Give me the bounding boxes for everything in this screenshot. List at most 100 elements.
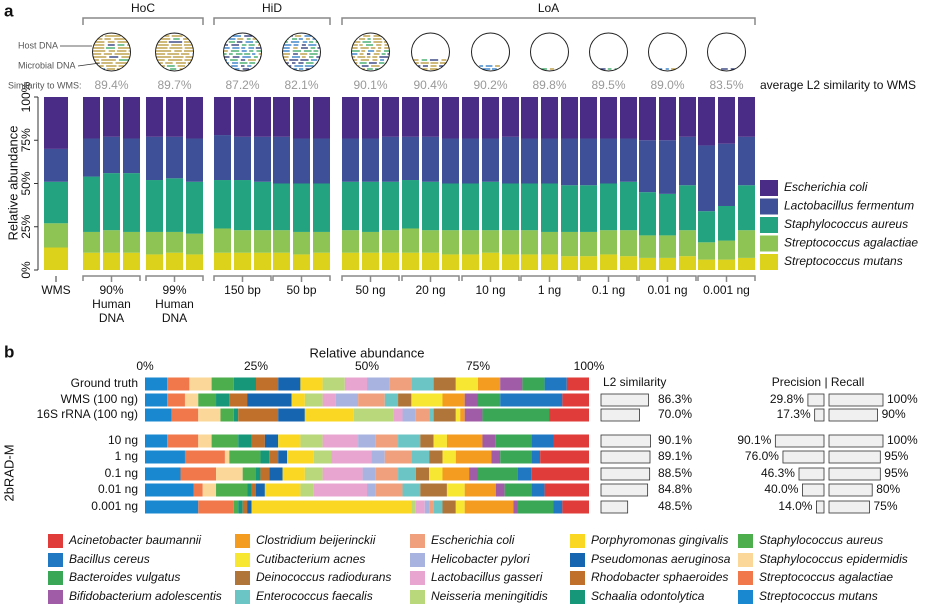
bar-segment [398,434,421,448]
bar-segment [260,467,270,481]
bar-segment [502,230,519,255]
similarity-value: 87.2% [225,78,259,92]
bar-segment [639,257,656,270]
y-axis-label: Relative abundance [5,126,20,241]
bar-segment [521,254,538,270]
bar-segment [166,97,183,137]
legend-label: Schaalia odontolytica [591,589,705,603]
bar-segment [482,181,499,231]
row-label: 0.01 ng [98,482,138,496]
bar-segment [446,483,465,497]
y-tick-label: 50% [19,171,33,195]
bar-segment [738,97,755,137]
bar-segment [123,252,140,270]
bar-segment [202,483,217,497]
similarity-value: 82.1% [284,78,318,92]
supergroup-bracket [213,17,331,25]
bar-segment [422,136,439,182]
y-tick-label: 100% [19,81,33,112]
bar-segment [278,377,301,391]
legend-swatch [738,590,753,604]
bar-segment [342,181,359,231]
bar-segment [411,377,434,391]
similarity-value: 90.4% [413,78,447,92]
group-bracket [272,275,331,282]
bar-segment [415,467,430,481]
bar-segment [300,483,314,497]
bar-segment [166,178,183,232]
bar [828,408,878,422]
legend-label: Streptococcus mutans [759,589,878,603]
group-label: 99% [162,283,186,297]
bar-segment [521,183,538,231]
group-label: 1 ng [538,283,561,297]
legend-swatch [235,534,250,548]
bar-segment [422,97,439,137]
bar [814,408,825,422]
bar-segment [273,97,290,137]
bar-segment [455,377,478,391]
bar-segment [562,500,589,514]
bar-segment [541,138,558,184]
bar-segment [242,500,248,514]
bar-segment [541,97,558,139]
circle-outline [707,32,746,72]
bar-segment [442,500,456,514]
bar-segment [304,393,323,407]
bar-segment [362,97,379,139]
bar-segment [517,500,554,514]
bar [782,450,825,464]
value-label: 14.0% [778,499,812,513]
bar-segment [455,500,465,514]
group-bracket [341,275,400,282]
bar-segment [214,180,231,229]
bar-segment [234,97,251,137]
bar-segment [718,97,735,144]
bar-segment [502,136,519,184]
bar-segment [531,483,545,497]
group-bracket [213,275,272,282]
bar-segment [216,483,248,497]
bar-segment [580,256,597,270]
bar-segment [521,230,538,255]
bar-segment [353,408,394,422]
bar-segment [83,176,100,232]
bar-segment [478,467,518,481]
legend-label: Pseudomonas aeruginosa [591,552,731,566]
bar-segment [544,483,589,497]
group-label: 50 ng [355,283,385,297]
group-label: Human [155,297,194,311]
circle-outline [648,32,687,72]
bar-segment [580,97,597,139]
bar-segment [234,180,251,231]
bar [802,483,825,497]
bar-segment [293,183,310,232]
bar-segment [313,450,332,464]
legend-label: Cutibacterium acnes [256,552,365,566]
bar-segment [362,138,379,182]
bar-segment [358,434,376,448]
value-label: 40.0% [764,482,798,496]
legend-label: Rhodobacter sphaeroides [591,570,728,584]
group-label: 10 ng [475,283,505,297]
value-label: 70.0% [658,407,692,421]
bar-segment [521,97,538,139]
inset-arrow [77,62,101,67]
bar-segment [698,211,715,243]
legend-swatch [48,534,63,548]
legend-label: Streptococcus agalactiae [759,570,893,584]
bar-segment [367,483,376,497]
bar-segment [698,97,715,146]
circle-outline [351,32,390,72]
bar-segment [462,230,479,255]
bar [828,450,881,464]
supergroup-label: HiD [262,1,282,15]
bar-segment [123,173,140,232]
bar-segment [180,467,217,481]
bar-segment [531,434,554,448]
bar-segment [300,377,323,391]
circle-outline [589,32,628,72]
bar-segment [229,393,248,407]
legend-swatch [235,590,250,604]
bar-segment [561,97,578,139]
